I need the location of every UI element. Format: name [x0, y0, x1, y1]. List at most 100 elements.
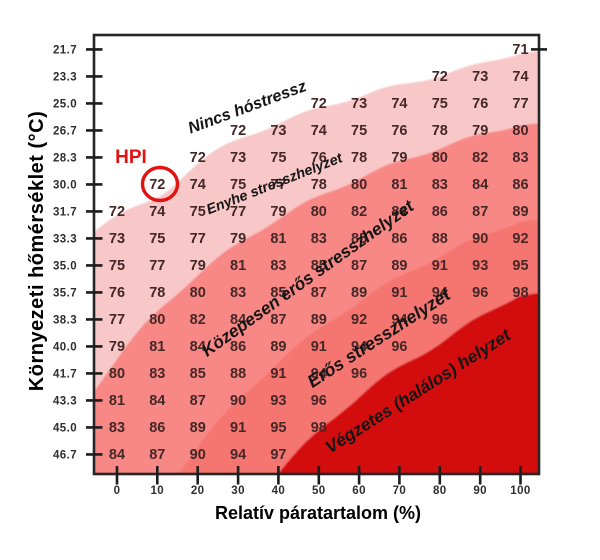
svg-text:87: 87 [351, 258, 367, 274]
svg-text:86: 86 [391, 231, 407, 247]
svg-text:33.3: 33.3 [53, 233, 77, 245]
svg-text:83: 83 [311, 231, 327, 247]
svg-text:95: 95 [270, 420, 286, 436]
svg-text:83: 83 [512, 150, 528, 166]
svg-text:75: 75 [149, 231, 165, 247]
svg-text:79: 79 [391, 150, 407, 166]
svg-text:84: 84 [230, 312, 246, 328]
svg-text:96: 96 [432, 312, 448, 328]
svg-text:91: 91 [311, 339, 327, 355]
svg-text:86: 86 [512, 177, 528, 193]
svg-text:72: 72 [190, 150, 206, 166]
svg-text:78: 78 [311, 177, 327, 193]
svg-text:87: 87 [472, 204, 488, 220]
svg-text:93: 93 [472, 258, 488, 274]
svg-text:23.3: 23.3 [53, 71, 77, 83]
svg-text:26.7: 26.7 [53, 125, 77, 137]
svg-text:87: 87 [311, 285, 327, 301]
svg-text:21.7: 21.7 [53, 44, 77, 56]
svg-text:77: 77 [270, 177, 286, 193]
svg-text:83: 83 [432, 177, 448, 193]
svg-text:71: 71 [512, 42, 528, 58]
svg-text:88: 88 [432, 231, 448, 247]
svg-text:80: 80 [512, 123, 528, 139]
svg-text:75: 75 [351, 123, 367, 139]
svg-text:89: 89 [270, 339, 286, 355]
svg-text:73: 73 [270, 123, 286, 139]
svg-text:84: 84 [190, 339, 206, 355]
svg-text:96: 96 [472, 285, 488, 301]
svg-text:10: 10 [151, 485, 165, 497]
svg-text:100: 100 [510, 485, 530, 497]
svg-text:74: 74 [391, 96, 407, 112]
svg-text:77: 77 [109, 312, 125, 328]
svg-text:79: 79 [190, 258, 206, 274]
svg-text:94: 94 [230, 447, 246, 463]
svg-text:91: 91 [230, 420, 246, 436]
svg-text:94: 94 [432, 285, 448, 301]
svg-text:30: 30 [231, 485, 245, 497]
svg-text:76: 76 [391, 123, 407, 139]
svg-text:76: 76 [311, 150, 327, 166]
svg-text:74: 74 [149, 204, 165, 220]
svg-text:40: 40 [272, 485, 286, 497]
svg-text:82: 82 [351, 204, 367, 220]
svg-text:84: 84 [472, 177, 488, 193]
svg-text:Relatív páratartalom (%): Relatív páratartalom (%) [215, 503, 421, 523]
svg-text:77: 77 [190, 231, 206, 247]
svg-text:41.7: 41.7 [53, 368, 77, 380]
svg-text:72: 72 [311, 96, 327, 112]
svg-text:91: 91 [432, 258, 448, 274]
svg-text:92: 92 [351, 312, 367, 328]
svg-text:84: 84 [109, 447, 125, 463]
svg-text:79: 79 [472, 123, 488, 139]
svg-text:86: 86 [432, 204, 448, 220]
svg-text:81: 81 [109, 393, 125, 409]
svg-text:89: 89 [311, 312, 327, 328]
svg-text:35.0: 35.0 [53, 260, 77, 272]
svg-text:76: 76 [472, 96, 488, 112]
svg-text:85: 85 [351, 231, 367, 247]
svg-text:HPI: HPI [115, 147, 147, 168]
svg-text:87: 87 [190, 393, 206, 409]
svg-text:81: 81 [230, 258, 246, 274]
svg-text:74: 74 [512, 69, 528, 85]
svg-text:46.7: 46.7 [53, 449, 77, 461]
svg-text:38.3: 38.3 [53, 314, 77, 326]
svg-text:77: 77 [149, 258, 165, 274]
svg-text:90: 90 [190, 447, 206, 463]
svg-text:Környezeti hőmérséklet (°C): Környezeti hőmérséklet (°C) [26, 111, 48, 391]
svg-text:98: 98 [512, 285, 528, 301]
svg-text:89: 89 [190, 420, 206, 436]
svg-text:70: 70 [393, 485, 407, 497]
svg-text:80: 80 [109, 366, 125, 382]
svg-text:95: 95 [512, 258, 528, 274]
svg-text:98: 98 [311, 420, 327, 436]
svg-text:81: 81 [391, 177, 407, 193]
svg-text:75: 75 [109, 258, 125, 274]
svg-text:76: 76 [109, 285, 125, 301]
svg-text:96: 96 [391, 339, 407, 355]
svg-text:50: 50 [312, 485, 326, 497]
svg-text:94: 94 [311, 366, 327, 382]
svg-text:89: 89 [512, 204, 528, 220]
svg-text:60: 60 [352, 485, 366, 497]
svg-text:75: 75 [432, 96, 448, 112]
svg-text:96: 96 [351, 366, 367, 382]
svg-text:80: 80 [190, 285, 206, 301]
svg-text:0: 0 [114, 485, 121, 497]
svg-text:40.0: 40.0 [53, 341, 77, 353]
svg-text:73: 73 [351, 96, 367, 112]
svg-text:91: 91 [391, 285, 407, 301]
svg-text:87: 87 [270, 312, 286, 328]
svg-text:90: 90 [473, 485, 487, 497]
svg-text:79: 79 [270, 204, 286, 220]
svg-text:91: 91 [270, 366, 286, 382]
svg-text:83: 83 [230, 285, 246, 301]
svg-text:85: 85 [311, 258, 327, 274]
svg-text:81: 81 [270, 231, 286, 247]
svg-text:94: 94 [391, 312, 407, 328]
svg-text:73: 73 [230, 150, 246, 166]
svg-text:74: 74 [311, 123, 327, 139]
svg-text:75: 75 [270, 150, 286, 166]
